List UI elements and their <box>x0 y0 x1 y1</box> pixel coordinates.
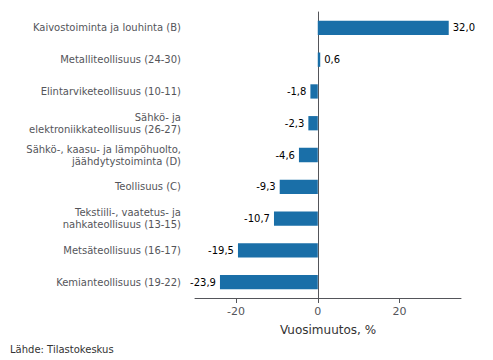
svg-text:Kaivostoiminta ja louhinta (B): Kaivostoiminta ja louhinta (B) <box>33 22 181 33</box>
svg-text:32,0: 32,0 <box>453 22 475 33</box>
svg-text:-19,5: -19,5 <box>208 245 234 256</box>
svg-text:0: 0 <box>314 305 321 318</box>
svg-text:-2,3: -2,3 <box>285 118 305 129</box>
svg-text:jäähdytystoiminta (D): jäähdytystoiminta (D) <box>71 156 181 167</box>
svg-text:-1,8: -1,8 <box>287 86 307 97</box>
svg-text:Elintarviketeollisuus (10-11): Elintarviketeollisuus (10-11) <box>41 86 181 97</box>
svg-text:nahkateollisuus (13-15): nahkateollisuus (13-15) <box>63 219 181 230</box>
svg-text:Teollisuus (C): Teollisuus (C) <box>114 181 181 192</box>
svg-text:-10,7: -10,7 <box>244 213 270 224</box>
svg-text:Kemianteollisuus (19-22): Kemianteollisuus (19-22) <box>56 277 181 288</box>
svg-text:Metalliteollisuus (24-30): Metalliteollisuus (24-30) <box>60 54 181 65</box>
svg-text:elektroniikkateollisuus (26-27: elektroniikkateollisuus (26-27) <box>29 124 181 135</box>
svg-text:-20: -20 <box>227 305 245 318</box>
svg-text:20: 20 <box>393 305 407 318</box>
svg-text:Vuosimuutos, %: Vuosimuutos, % <box>280 323 376 337</box>
svg-text:-4,6: -4,6 <box>275 150 295 161</box>
svg-text:0,6: 0,6 <box>324 54 340 65</box>
svg-text:Lähde: Tilastokeskus: Lähde: Tilastokeskus <box>10 344 114 355</box>
svg-text:Metsäteollisuus (16-17): Metsäteollisuus (16-17) <box>63 245 181 256</box>
svg-text:Sähkö- ja: Sähkö- ja <box>135 112 181 123</box>
svg-text:-9,3: -9,3 <box>256 181 276 192</box>
svg-text:Tekstiili-, vaatetus- ja: Tekstiili-, vaatetus- ja <box>74 207 181 218</box>
svg-text:Sähkö-, kaasu- ja lämpöhuolto,: Sähkö-, kaasu- ja lämpöhuolto, <box>26 144 181 155</box>
svg-text:-23,9: -23,9 <box>190 277 216 288</box>
